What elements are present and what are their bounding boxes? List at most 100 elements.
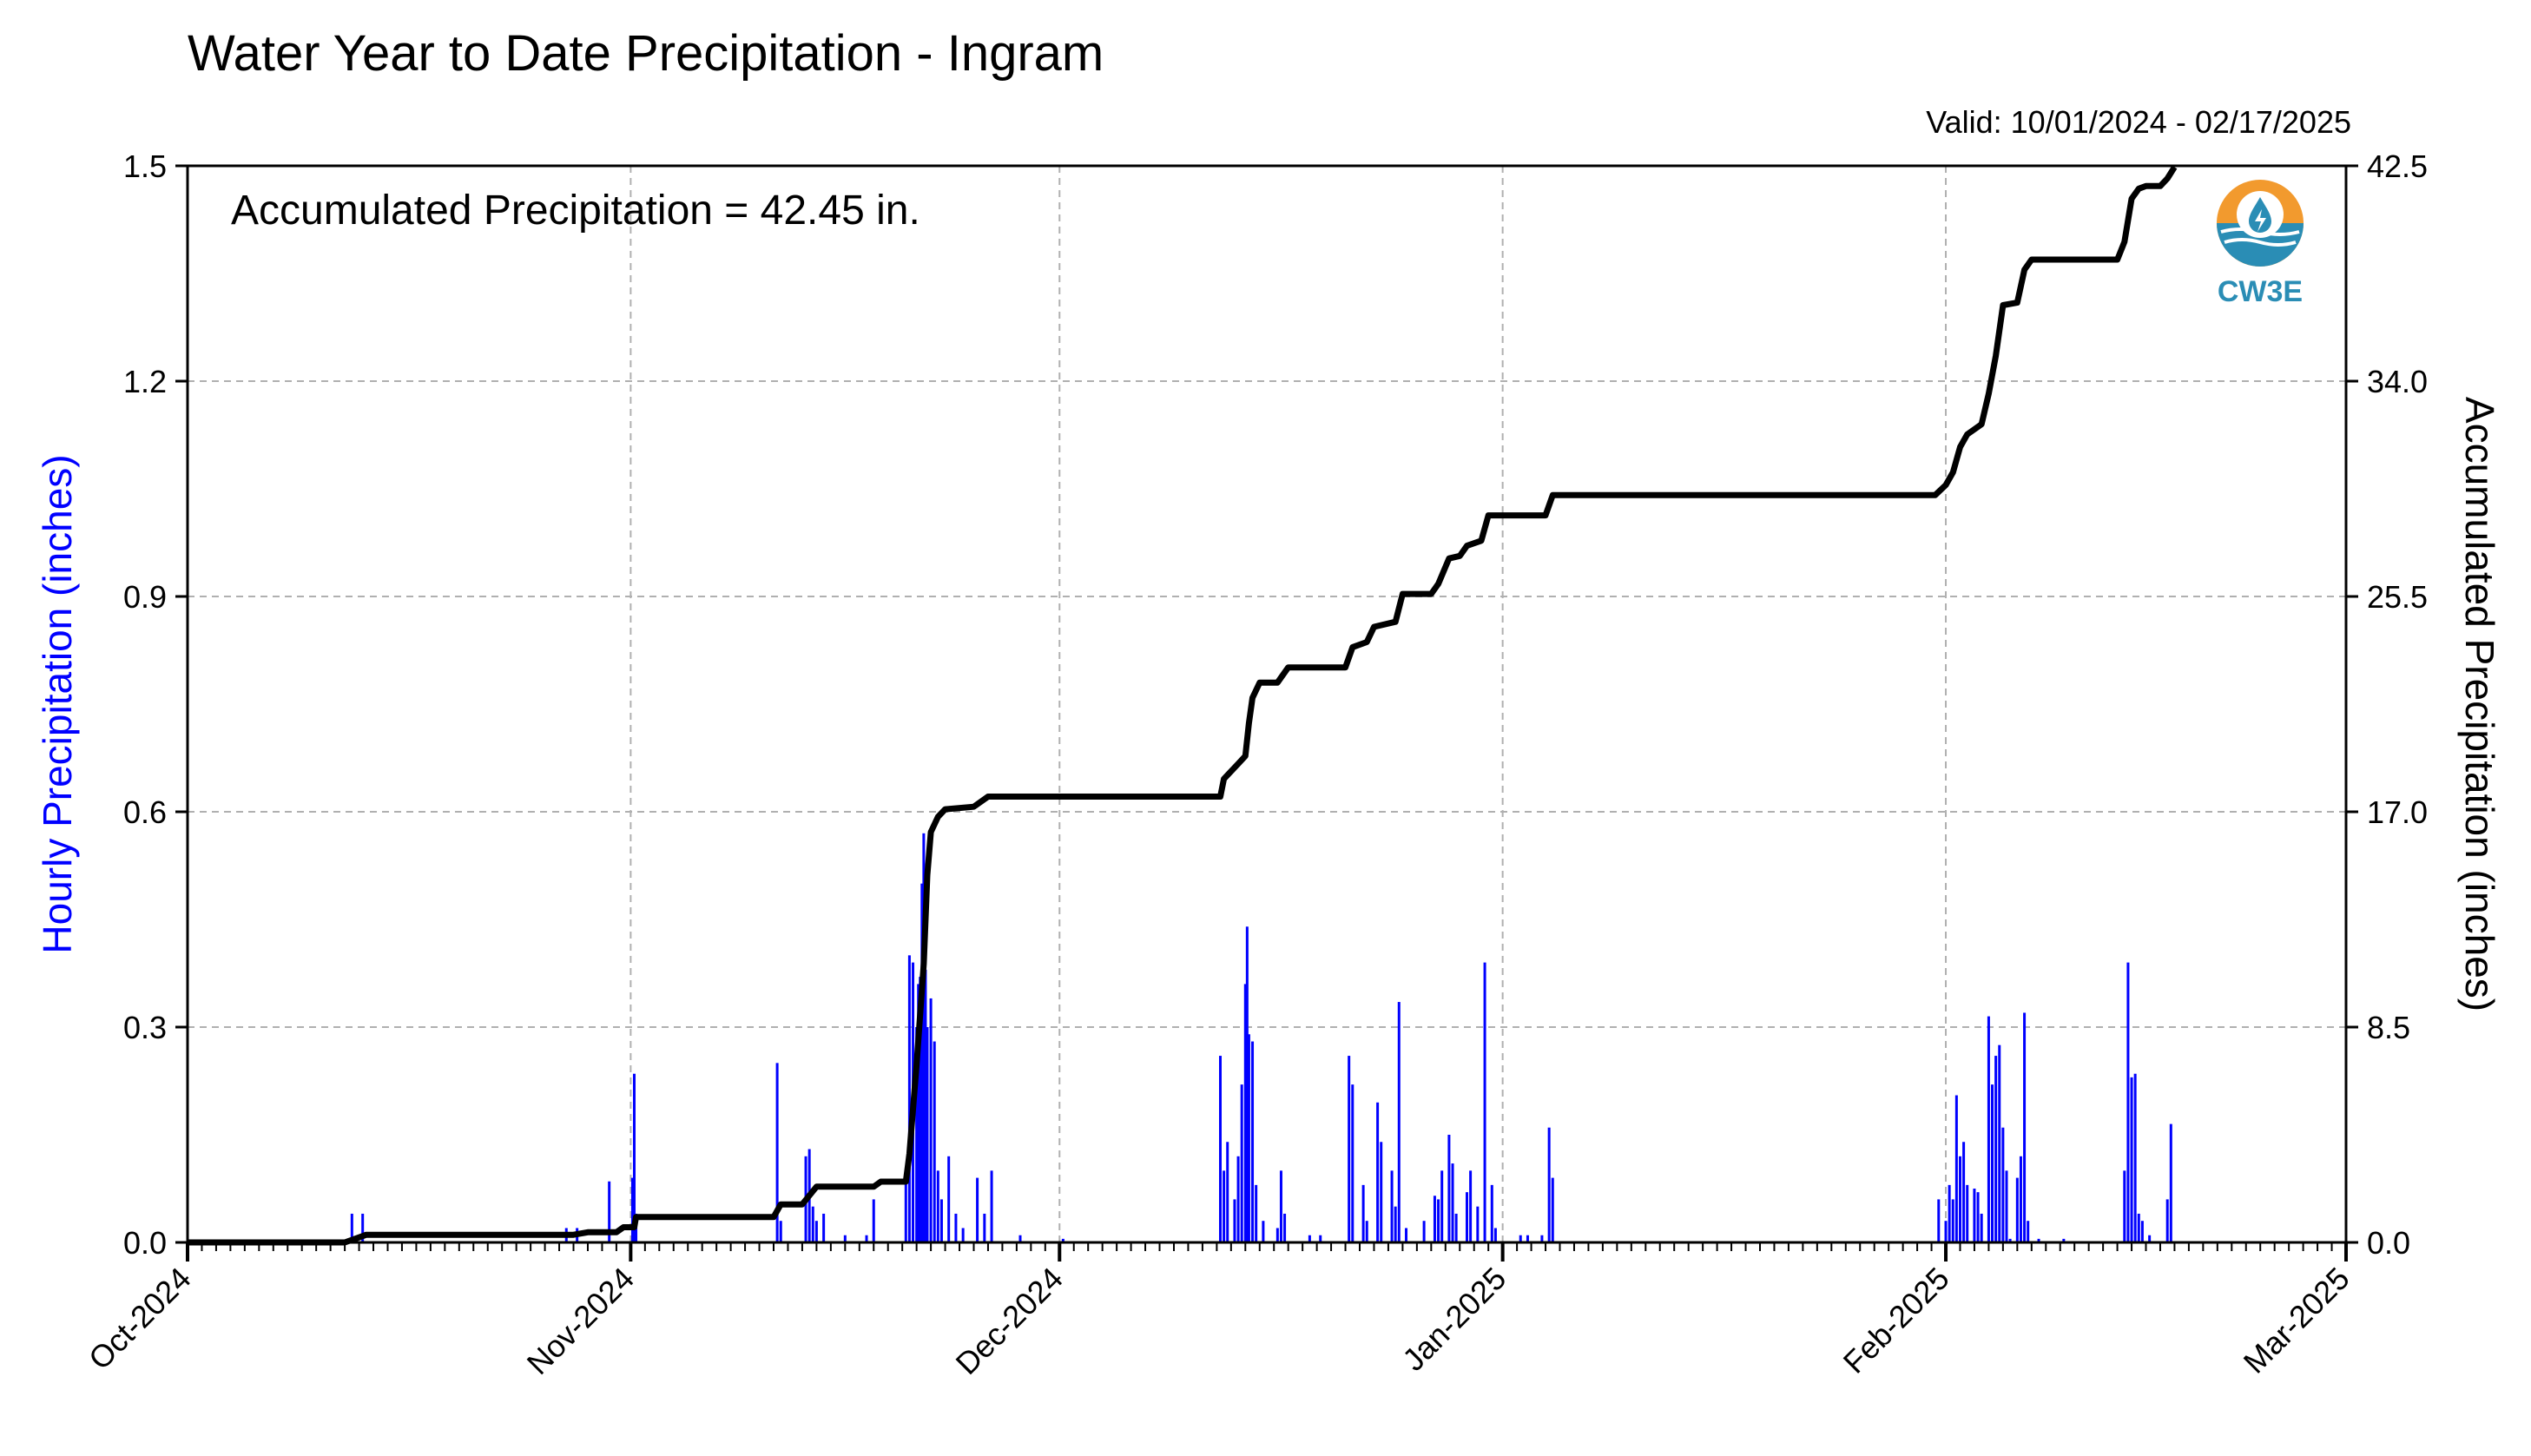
hourly-bar [811, 1206, 814, 1242]
hourly-bar [1061, 1238, 1064, 1242]
hourly-bar [1451, 1163, 1454, 1242]
water-drop-sun-icon [2217, 180, 2304, 267]
hourly-bar [1447, 1135, 1451, 1242]
y-tick-label: 1.2 [123, 364, 167, 399]
hourly-bar [1551, 1177, 1554, 1242]
hourly-bar [608, 1181, 611, 1242]
hourly-bar [350, 1213, 353, 1242]
hourly-bar [976, 1177, 979, 1242]
hourly-bar [865, 1235, 868, 1242]
hourly-bar [1262, 1221, 1265, 1242]
hourly-bar [1987, 1016, 1990, 1242]
hourly-bar [2019, 1156, 2022, 1242]
hourly-bar [1405, 1228, 1408, 1242]
hourly-bar [1319, 1235, 1322, 1242]
hourly-bar [1018, 1235, 1022, 1242]
hourly-bar [1937, 1199, 1941, 1242]
hourly-bars [350, 833, 2172, 1242]
hourly-bar [1308, 1235, 1311, 1242]
hourly-bar [1454, 1213, 1458, 1242]
hourly-bar [1376, 1102, 1380, 1242]
hourly-bar [872, 1199, 875, 1242]
hourly-bar [1247, 1034, 1250, 1242]
hourly-bar [1483, 962, 1486, 1242]
hourly-bar [2148, 1235, 2152, 1242]
hourly-bar [917, 984, 920, 1242]
hourly-bar [775, 1063, 779, 1242]
hourly-bar [936, 1170, 939, 1242]
hourly-bar [1540, 1235, 1544, 1242]
hourly-bar [1954, 1095, 1958, 1242]
hourly-bar [1397, 1002, 1401, 1242]
hourly-bar [1966, 1184, 1969, 1242]
y-axis-label: Hourly Precipitation (inches) [35, 454, 80, 953]
hourly-bar [2062, 1238, 2066, 1242]
hourly-bar [1348, 1056, 1351, 1242]
hourly-bar [983, 1213, 986, 1242]
hourly-bar [1233, 1199, 1236, 1242]
hourly-bar [1476, 1206, 1480, 1242]
x-tick-label: Jan-2025 [1395, 1261, 1513, 1378]
grid-lines [188, 166, 2346, 1242]
accumulated-line [188, 165, 2178, 1246]
hourly-bar [1991, 1084, 1994, 1242]
hourly-bar [1998, 1044, 2001, 1242]
x-tick-label: Oct-2024 [82, 1261, 198, 1377]
logo-text: CW3E [2217, 275, 2304, 308]
hourly-bar [1351, 1084, 1354, 1242]
hourly-bar [1490, 1184, 1493, 1242]
hourly-bar [814, 1221, 818, 1242]
hourly-bar [1422, 1221, 1426, 1242]
hourly-bar [920, 883, 924, 1242]
hourly-bar [2165, 1199, 2169, 1242]
hourly-bar [361, 1213, 365, 1242]
hourly-bar [1519, 1235, 1522, 1242]
hourly-bar [822, 1213, 826, 1242]
hourly-bar [2008, 1238, 2012, 1242]
hourly-bar [1390, 1170, 1394, 1242]
hourly-bar [954, 1213, 958, 1242]
cw3e-logo: CW3E [2212, 178, 2308, 317]
hourly-bar [1944, 1221, 1948, 1242]
y2-tick-label: 0.0 [2367, 1225, 2410, 1261]
hourly-bar [1365, 1221, 1368, 1242]
hourly-bar [1469, 1170, 1473, 1242]
hourly-bar [1980, 1213, 1983, 1242]
hourly-bar [924, 969, 927, 1242]
y-tick-label: 0.9 [123, 579, 167, 615]
y2-tick-label: 25.5 [2367, 579, 2428, 615]
y2-tick-label: 34.0 [2367, 364, 2428, 399]
hourly-bar [2027, 1221, 2030, 1242]
y2-tick-label: 42.5 [2367, 148, 2428, 184]
hourly-bar [933, 1041, 936, 1242]
hourly-bar [2133, 1073, 2137, 1242]
hourly-bar [939, 1199, 943, 1242]
hourly-bar [904, 1170, 907, 1242]
hourly-bar [926, 1027, 929, 1242]
x-tick-label: Nov-2024 [520, 1261, 641, 1381]
hourly-bar [907, 955, 911, 1242]
hourly-bar [1279, 1170, 1282, 1242]
hourly-bar [1218, 1056, 1222, 1242]
accumulated-annotation: Accumulated Precipitation = 42.45 in. [231, 188, 920, 234]
hourly-bar [947, 1156, 951, 1242]
hourly-bar [990, 1170, 993, 1242]
hourly-bar [1283, 1213, 1287, 1242]
hourly-bar [1440, 1170, 1444, 1242]
hourly-bar [1240, 1084, 1243, 1242]
hourly-bar [1380, 1142, 1383, 1242]
hourly-bar [2015, 1177, 2019, 1242]
x-tick-label: Feb-2025 [1836, 1261, 1956, 1380]
hourly-bar [2140, 1221, 2144, 1242]
hourly-bar [1547, 1127, 1551, 1242]
y-tick-label: 0.0 [123, 1225, 167, 1261]
hourly-bar [919, 977, 922, 1242]
hourly-bar [2037, 1238, 2040, 1242]
hourly-bar [1962, 1142, 1966, 1242]
hourly-bar [1433, 1196, 1436, 1242]
y-axis-right: 0.0 8.5 17.0 25.5 34.0 42.5 [2346, 148, 2428, 1261]
hourly-bar [1223, 1170, 1226, 1242]
y-tick-label: 1.5 [123, 148, 167, 184]
hourly-bar [1251, 1041, 1255, 1242]
hourly-bar [1526, 1235, 1529, 1242]
